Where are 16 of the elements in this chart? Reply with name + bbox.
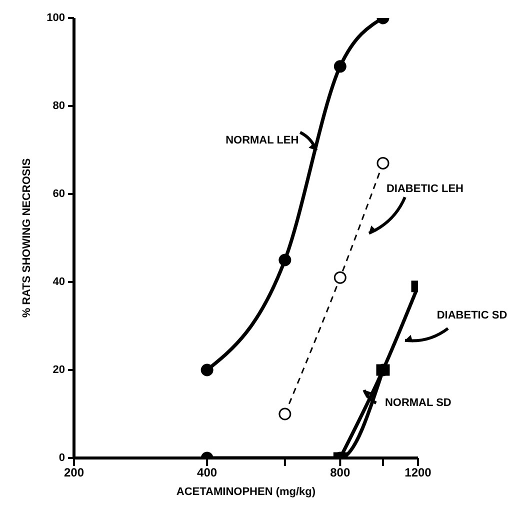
series-label: DIABETIC LEH bbox=[386, 183, 464, 196]
y-tick-label: 40 bbox=[52, 276, 65, 288]
x-tick-label: 400 bbox=[197, 466, 218, 480]
text: DIABETIC SD bbox=[436, 309, 508, 322]
y-tick-label: 0 bbox=[58, 452, 65, 464]
y-tick-label: 80 bbox=[52, 100, 65, 112]
y-axis-title: % RATS SHOWING NECROSIS bbox=[20, 158, 33, 318]
x-tick-label: 200 bbox=[64, 466, 84, 480]
y-tick-label: 60 bbox=[52, 188, 65, 200]
legend-label: NORMAL SD bbox=[384, 396, 452, 409]
y-tick-label: 20 bbox=[52, 364, 65, 376]
series-label: NORMAL LEH bbox=[226, 134, 299, 146]
x-axis-title: ACETAMINOPHEN (mg/kg) bbox=[176, 486, 316, 498]
y-tick-label: 100 bbox=[46, 12, 65, 24]
x-tick-label: 1200 bbox=[404, 466, 432, 480]
x-tick-label: 800 bbox=[330, 466, 350, 480]
